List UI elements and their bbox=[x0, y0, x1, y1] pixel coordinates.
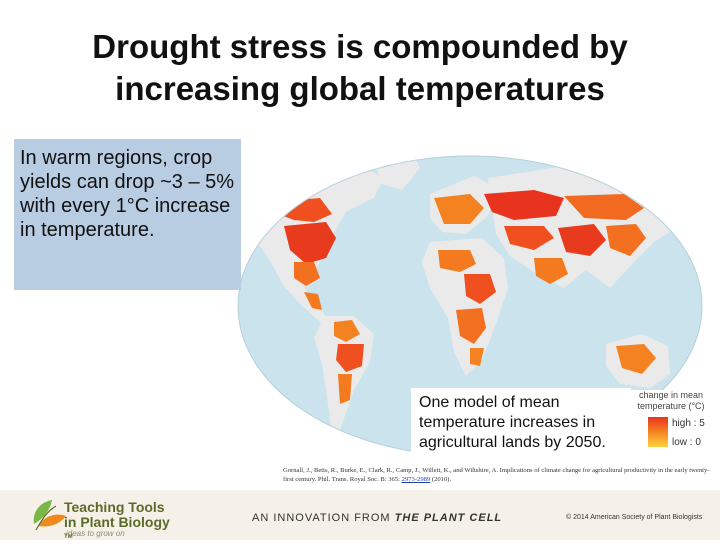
innovation-text: AN INNOVATION FROM THE PLANT CELL bbox=[252, 512, 502, 524]
legend-high-label: high : 5 bbox=[672, 418, 705, 429]
legend-color-bar bbox=[648, 417, 668, 447]
slide-title: Drought stress is compounded by increasi… bbox=[0, 26, 720, 110]
footer-bar: Teaching Tools in Plant Biology TM ideas … bbox=[0, 490, 720, 540]
citation: Gornall, J., Betts, R., Burke, E., Clark… bbox=[283, 466, 715, 484]
leaf-logo-icon bbox=[33, 500, 66, 531]
innovation-brand: THE PLANT CELL bbox=[394, 512, 503, 524]
brand-tagline: ideas to grow on bbox=[66, 529, 125, 538]
central-america bbox=[286, 288, 330, 324]
title-line-1: Drought stress is compounded by bbox=[92, 28, 628, 65]
model-note: One model of mean temperature increases … bbox=[411, 388, 631, 464]
citation-year: (2010). bbox=[431, 476, 452, 483]
world-temperature-map bbox=[234, 138, 720, 478]
brand-line-2: in Plant Biology TM bbox=[64, 515, 170, 545]
citation-text: Gornall, J., Betts, R., Burke, E., Clark… bbox=[283, 467, 710, 483]
copyright: © 2014 American Society of Plant Biologi… bbox=[566, 514, 703, 521]
brand-name: Teaching Tools in Plant Biology TM bbox=[64, 500, 170, 545]
legend-low-label: low : 0 bbox=[672, 437, 701, 448]
brand-line-2-text: in Plant Biology bbox=[64, 514, 170, 530]
legend-title: change in mean temperature (°C) bbox=[637, 390, 705, 411]
brand-line-1: Teaching Tools bbox=[64, 499, 165, 515]
trademark: TM bbox=[64, 534, 73, 540]
yield-callout: In warm regions, crop yields can drop ~3… bbox=[14, 139, 241, 290]
map-svg bbox=[237, 155, 703, 457]
innovation-prefix: AN INNOVATION FROM bbox=[252, 512, 391, 524]
citation-link[interactable]: 2973-2989 bbox=[401, 476, 431, 483]
title-line-2: increasing global temperatures bbox=[115, 70, 605, 107]
temperature-legend: change in mean temperature (°C) high : 5… bbox=[626, 390, 716, 462]
africa bbox=[422, 238, 508, 376]
